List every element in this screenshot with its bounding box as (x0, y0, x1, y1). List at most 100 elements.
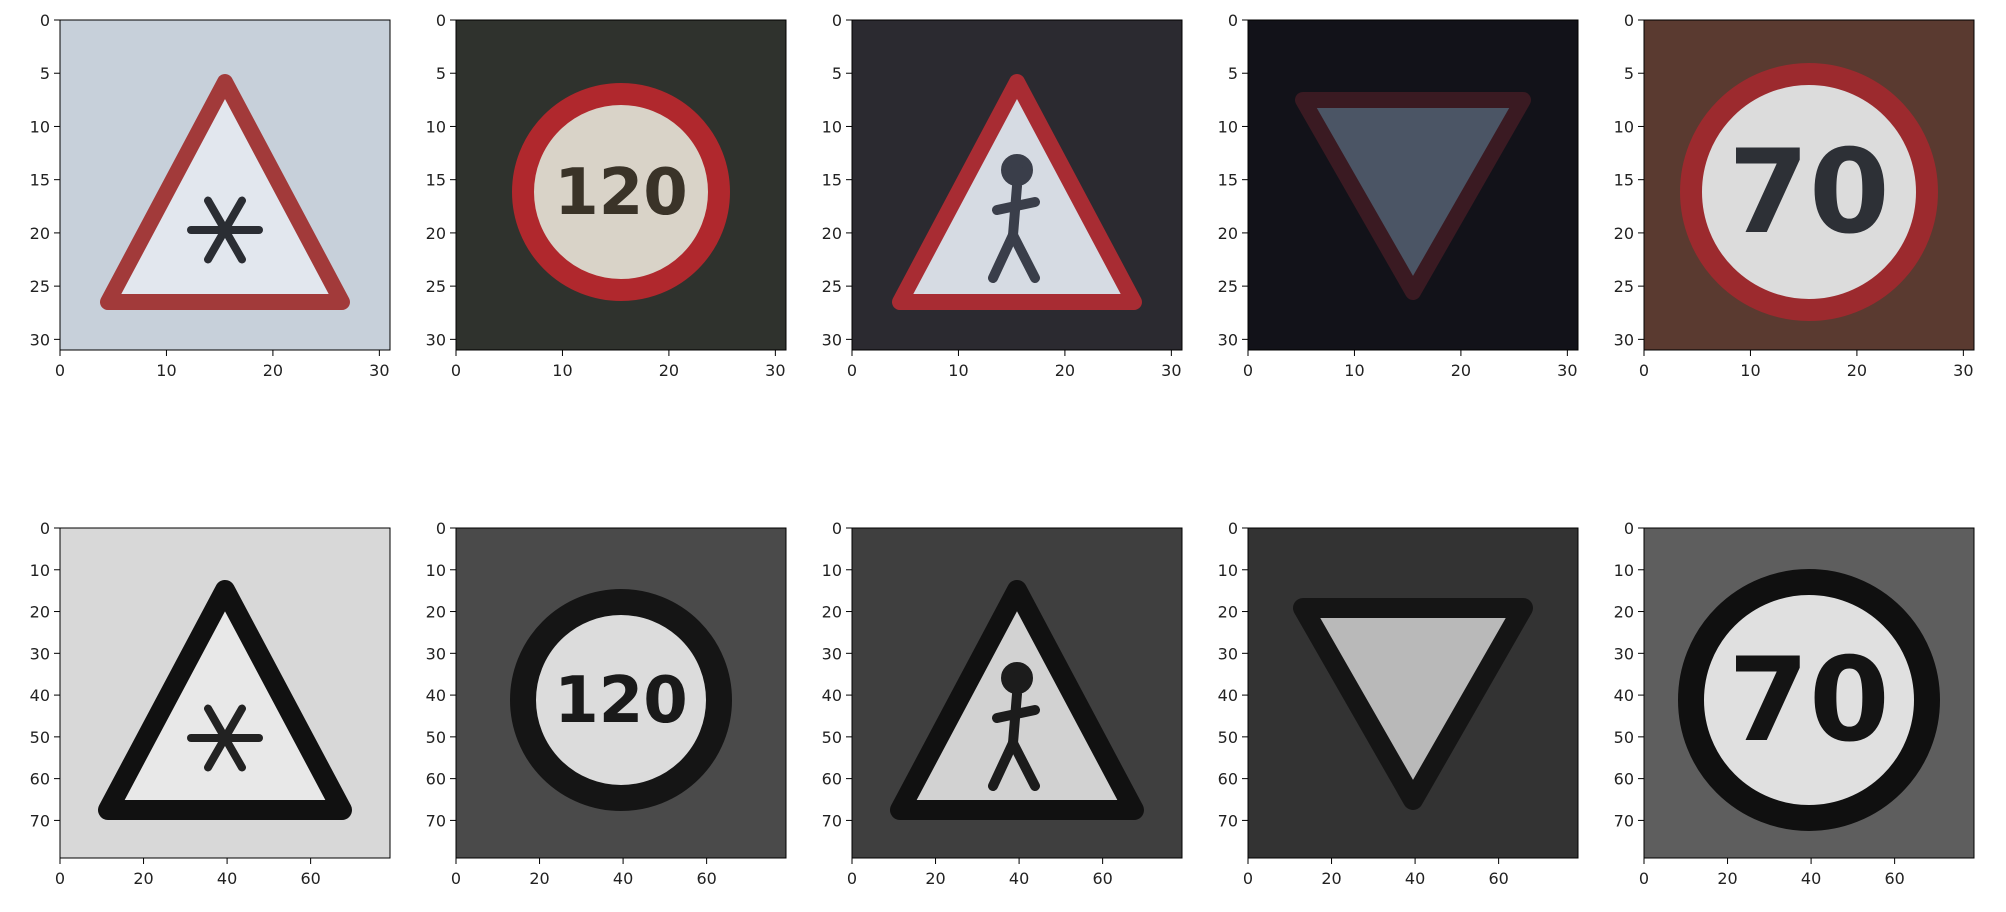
y-tick-label: 20 (1218, 603, 1238, 622)
x-tick-label: 60 (300, 869, 320, 888)
y-tick-label: 0 (1624, 11, 1634, 30)
axes-frame (455, 527, 787, 859)
subplot-1-1: 120 0 20 40 60 0 10 20 30 40 50 60 70 (426, 519, 787, 888)
axes-frame (1643, 527, 1975, 859)
y-tick-label: 60 (1614, 770, 1634, 789)
x-tick-label: 20 (529, 869, 549, 888)
subplot-1-0: 0 20 40 60 0 10 20 30 40 50 60 70 (30, 519, 391, 888)
traffic-sign-image: 70 (1644, 20, 1974, 350)
subplot-0-4: 70 0 10 20 30 0 5 10 15 20 25 30 (1614, 11, 1975, 380)
y-tick-label: 70 (1614, 811, 1634, 830)
axes-frame (1247, 527, 1579, 859)
y-tick-label: 5 (832, 64, 842, 83)
speed-limit-number: 120 (554, 664, 688, 738)
speed-limit-number: 70 (1728, 633, 1889, 768)
y-tick-label: 5 (436, 64, 446, 83)
yield-triangle (1293, 598, 1533, 810)
x-tick-label: 20 (659, 361, 679, 380)
y-tick-label: 10 (1218, 561, 1238, 580)
y-tick-label: 50 (1218, 728, 1238, 747)
traffic-sign-image: 70 (1644, 528, 1974, 858)
x-tick-label: 30 (1161, 361, 1181, 380)
y-tick-label: 25 (1218, 277, 1238, 296)
y-tick-label: 30 (1218, 644, 1238, 663)
y-tick-label: 30 (822, 330, 842, 349)
x-tick-label: 20 (925, 869, 945, 888)
subplot-0-0: 0 10 20 30 0 5 10 15 20 25 30 (30, 11, 391, 380)
x-tick-label: 60 (1884, 869, 1904, 888)
x-tick-label: 10 (1740, 361, 1760, 380)
traffic-sign-image (60, 528, 390, 858)
y-tick-label: 40 (426, 686, 446, 705)
y-tick-label: 10 (822, 117, 842, 136)
traffic-sign-image (852, 528, 1182, 858)
subplot-1-3: 0 20 40 60 0 10 20 30 40 50 60 70 (1218, 519, 1579, 888)
y-tick-label: 30 (30, 644, 50, 663)
y-tick-label: 0 (40, 11, 50, 30)
y-tick-label: 30 (1218, 330, 1238, 349)
y-tick-label: 30 (1614, 330, 1634, 349)
traffic-sign-image (60, 20, 390, 350)
y-tick-label: 30 (426, 330, 446, 349)
speed-limit-number: 120 (554, 156, 688, 230)
y-tick-label: 5 (1624, 64, 1634, 83)
y-tick-label: 20 (822, 603, 842, 622)
y-tick-label: 50 (426, 728, 446, 747)
y-tick-label: 25 (426, 277, 446, 296)
x-tick-label: 0 (1243, 361, 1253, 380)
traffic-sign-image: 120 (456, 20, 786, 350)
y-tick-label: 0 (436, 519, 446, 538)
x-tick-label: 0 (847, 869, 857, 888)
x-tick-label: 20 (1321, 869, 1341, 888)
warning-triangle (100, 74, 350, 310)
y-tick-label: 60 (822, 770, 842, 789)
x-tick-label: 20 (1451, 361, 1471, 380)
axes-frame (851, 527, 1183, 859)
snowflake-symbol (187, 196, 263, 264)
x-tick-label: 30 (1557, 361, 1577, 380)
x-tick-label: 30 (765, 361, 785, 380)
y-tick-label: 60 (1218, 770, 1238, 789)
y-tick-label: 15 (1218, 171, 1238, 190)
x-tick-label: 0 (451, 869, 461, 888)
y-tick-label: 10 (1614, 117, 1634, 136)
y-tick-label: 0 (832, 519, 842, 538)
traffic-sign-image (1248, 528, 1578, 858)
x-tick-label: 0 (1243, 869, 1253, 888)
y-tick-label: 40 (1218, 686, 1238, 705)
y-tick-label: 10 (426, 561, 446, 580)
y-tick-label: 10 (426, 117, 446, 136)
y-tick-label: 10 (822, 561, 842, 580)
yield-triangle (1295, 92, 1531, 300)
y-tick-label: 20 (426, 224, 446, 243)
x-tick-label: 0 (1639, 361, 1649, 380)
y-tick-label: 25 (30, 277, 50, 296)
subplot-0-3: 0 10 20 30 0 5 10 15 20 25 30 (1218, 11, 1579, 380)
y-tick-label: 10 (30, 117, 50, 136)
x-tick-label: 0 (451, 361, 461, 380)
x-tick-label: 0 (847, 361, 857, 380)
axes-frame (1247, 19, 1579, 351)
y-tick-label: 15 (822, 171, 842, 190)
y-tick-label: 30 (822, 644, 842, 663)
y-tick-label: 50 (1614, 728, 1634, 747)
traffic-sign-image (1248, 20, 1578, 350)
axes-frame (59, 19, 391, 351)
y-tick-label: 70 (30, 811, 50, 830)
y-tick-label: 5 (40, 64, 50, 83)
x-tick-label: 10 (552, 361, 572, 380)
x-tick-label: 10 (156, 361, 176, 380)
y-tick-label: 10 (1614, 561, 1634, 580)
pedestrian-symbol (988, 154, 1040, 283)
y-tick-label: 70 (426, 811, 446, 830)
y-tick-label: 10 (30, 561, 50, 580)
y-tick-label: 20 (30, 224, 50, 243)
y-tick-label: 20 (1614, 603, 1634, 622)
x-tick-label: 40 (613, 869, 633, 888)
y-tick-label: 30 (1614, 644, 1634, 663)
y-tick-label: 20 (30, 603, 50, 622)
y-tick-label: 60 (426, 770, 446, 789)
speed-limit-circle (512, 83, 730, 301)
speed-limit-circle (1680, 63, 1938, 321)
